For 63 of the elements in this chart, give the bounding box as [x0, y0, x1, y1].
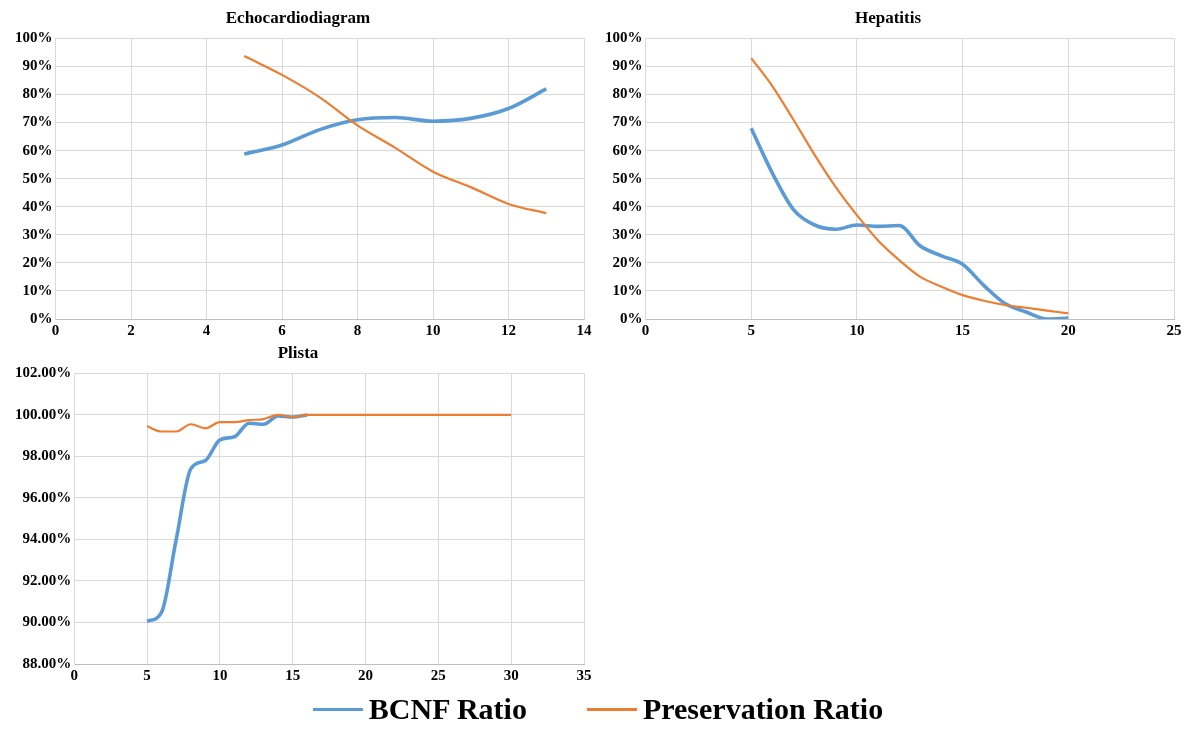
- x-tick-label: 12: [501, 321, 516, 338]
- y-tick-label: 90%: [22, 57, 53, 74]
- line-series: [145, 413, 310, 624]
- y-tick-label: 80%: [22, 85, 53, 102]
- y-tick-label: 100%: [605, 29, 643, 46]
- x-tick-label: 0: [641, 321, 650, 338]
- x-tick-label: 6: [278, 321, 287, 338]
- y-tick-label: 10%: [22, 281, 53, 298]
- y-tick-label: 40%: [612, 197, 643, 214]
- line-series: [749, 126, 1071, 319]
- y-tick-label: 20%: [22, 253, 53, 270]
- x-tick-label: 15: [285, 666, 301, 683]
- y-tick-label: 90.00%: [22, 613, 72, 630]
- y-tick-label: 88.00%: [22, 654, 72, 671]
- y-tick-label: 100%: [15, 29, 53, 46]
- x-tick-label: 25: [430, 666, 446, 683]
- legend-label: BCNF Ratio: [368, 692, 527, 726]
- y-tick-label: 0%: [30, 309, 53, 326]
- x-tick-label: 10: [212, 666, 228, 683]
- x-tick-label: 2: [127, 321, 135, 338]
- line-series: [242, 87, 549, 156]
- line-series: [243, 54, 548, 215]
- chart-title: Hepatitis: [854, 7, 922, 27]
- x-tick-label: 15: [955, 321, 971, 338]
- y-tick-label: 10%: [612, 281, 643, 298]
- x-tick-label: 10: [849, 321, 865, 338]
- x-tick-label: 0: [70, 666, 78, 683]
- line-series: [145, 413, 513, 433]
- y-tick-label: 20%: [612, 253, 643, 270]
- chart-title: Echocardiodiagram: [225, 7, 371, 27]
- y-tick-label: 0%: [620, 309, 643, 326]
- y-tick-label: 100.00%: [15, 405, 72, 422]
- x-tick-label: 0: [51, 321, 60, 338]
- x-tick-label: 14: [576, 321, 592, 338]
- y-tick-label: 92.00%: [22, 571, 72, 588]
- y-tick-label: 70%: [612, 113, 643, 130]
- y-tick-label: 60%: [22, 141, 53, 158]
- x-tick-label: 5: [747, 321, 755, 338]
- y-tick-label: 30%: [22, 225, 53, 242]
- y-tick-label: 30%: [612, 225, 643, 242]
- y-tick-label: 40%: [22, 197, 53, 214]
- y-tick-label: 80%: [612, 85, 643, 102]
- x-tick-label: 25: [1166, 321, 1182, 338]
- y-tick-label: 94.00%: [22, 530, 72, 547]
- x-tick-label: 4: [202, 321, 211, 338]
- legend-label: Preservation Ratio: [642, 692, 884, 726]
- y-tick-label: 90%: [612, 57, 643, 74]
- x-tick-label: 20: [358, 666, 374, 683]
- x-tick-label: 8: [353, 321, 362, 338]
- y-tick-label: 50%: [22, 169, 53, 186]
- y-tick-label: 60%: [612, 141, 643, 158]
- chart-title: Plista: [277, 342, 319, 362]
- y-tick-label: 98.00%: [22, 447, 72, 464]
- y-tick-label: 70%: [22, 113, 53, 130]
- x-tick-label: 20: [1060, 321, 1076, 338]
- y-tick-label: 96.00%: [22, 488, 72, 505]
- y-tick-label: 102.00%: [15, 364, 72, 381]
- x-tick-label: 10: [425, 321, 441, 338]
- x-tick-label: 35: [576, 666, 592, 683]
- x-tick-label: 5: [143, 666, 151, 683]
- x-tick-label: 30: [503, 666, 519, 683]
- y-tick-label: 50%: [612, 169, 643, 186]
- line-series: [750, 56, 1070, 315]
